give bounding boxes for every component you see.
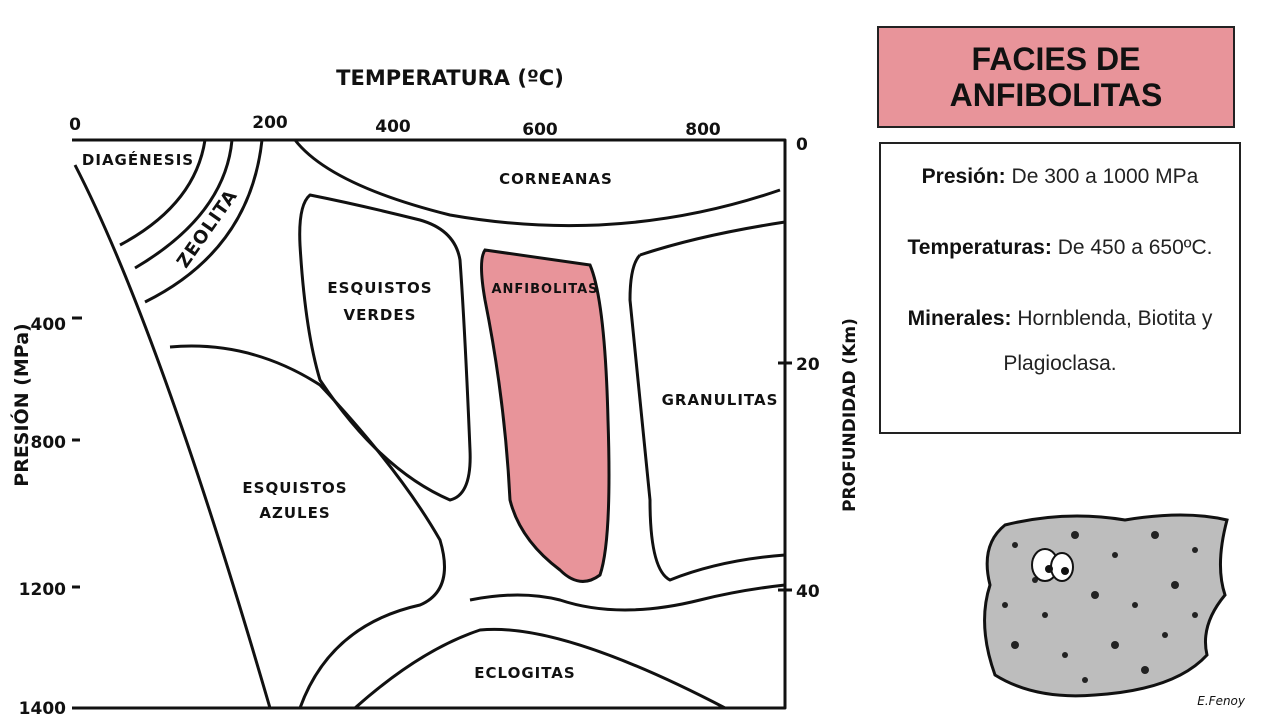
diagram-lines <box>72 138 787 710</box>
tick-marks <box>72 316 792 592</box>
x-tick: 600 <box>522 120 558 140</box>
boundary <box>144 139 264 304</box>
region-label: ECLOGITAS <box>474 664 575 682</box>
x-tick: 0 <box>69 115 81 135</box>
y-right-tick: 20 <box>796 355 820 375</box>
y-left-title: PRESIÓN (MPa) <box>9 323 33 486</box>
y-left-tick: 800 <box>31 433 67 453</box>
x-axis-title: TEMPERATURA (ºC) <box>336 66 564 90</box>
info-label: Minerales: <box>907 307 1012 330</box>
info-item: Temperaturas: De 450 a 650ºC. <box>895 225 1225 270</box>
y-right-tick: 40 <box>796 582 820 602</box>
boundary <box>354 627 726 710</box>
info-text: De 450 a 650ºC. <box>1057 236 1213 259</box>
rock-illustration: E.Fenoy <box>983 513 1246 708</box>
x-tick: 200 <box>252 113 288 133</box>
rock-specks <box>1002 531 1198 683</box>
info-text: De 300 a 1000 MPa <box>1011 165 1199 188</box>
rock <box>983 513 1229 698</box>
boundary <box>134 139 234 270</box>
region-label: GRANULITAS <box>662 391 779 409</box>
frame <box>72 138 787 710</box>
info-text: Hornblenda, Biotita y Plagioclasa. <box>1003 307 1213 375</box>
boundary <box>469 583 786 612</box>
region-label: CORNEANAS <box>499 170 613 188</box>
y-right-title: PROFUNDIDAD (Km) <box>840 318 860 512</box>
region-outline <box>628 220 786 582</box>
region-label: DIAGÉNESIS <box>82 150 194 169</box>
boundary <box>293 139 781 228</box>
info-item: Presión: De 300 a 1000 MPa <box>895 154 1225 199</box>
region-label: ESQUISTOS <box>327 279 432 297</box>
region-label: ANFIBOLITAS <box>491 282 598 297</box>
region-label: VERDES <box>344 306 417 324</box>
title-line: FACIES DE <box>971 41 1141 77</box>
anfibolitas-region <box>480 248 611 583</box>
x-tick: 400 <box>375 117 411 137</box>
y-left-tick: 400 <box>31 315 67 335</box>
title-line: ANFIBOLITAS <box>949 77 1163 113</box>
info-item: Minerales: Hornblenda, Biotita y Plagioc… <box>895 296 1225 386</box>
y-left-tick: 1400 <box>19 699 66 719</box>
y-right-tick: 0 <box>796 135 808 155</box>
facies-diagram: TEMPERATURA (ºC) 0 200 400 600 800 PRESI… <box>9 66 860 719</box>
x-tick: 800 <box>685 120 721 140</box>
region-label: AZULES <box>259 504 330 522</box>
y-left-tick: 1200 <box>19 580 66 600</box>
info-box: Presión: De 300 a 1000 MPa Temperaturas:… <box>879 142 1241 434</box>
signature: E.Fenoy <box>1197 694 1246 708</box>
info-label: Temperaturas: <box>907 236 1052 259</box>
info-label: Presión: <box>921 165 1006 188</box>
boundary <box>119 139 207 247</box>
card-title: FACIES DE ANFIBOLITAS <box>877 26 1235 128</box>
boundary <box>169 344 446 709</box>
region-outline <box>298 193 472 502</box>
rock-eyes <box>1031 548 1074 582</box>
boundary <box>73 164 272 709</box>
region-label: ESQUISTOS <box>242 479 347 497</box>
